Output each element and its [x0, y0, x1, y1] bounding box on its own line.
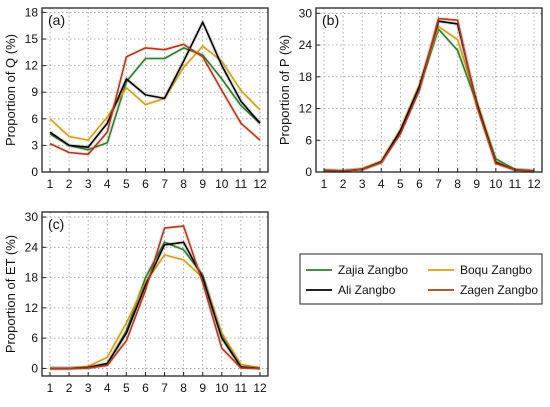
series-line [50, 225, 261, 370]
x-tick-label: 10 [215, 381, 229, 395]
x-tick-label: 4 [378, 177, 385, 191]
y-tick-label: 24 [25, 240, 39, 254]
x-tick-label: 4 [104, 177, 111, 191]
x-tick-label: 7 [435, 177, 442, 191]
x-tick-label: 5 [123, 177, 130, 191]
y-tick-label: 9 [31, 85, 38, 99]
x-tick-label: 2 [66, 381, 73, 395]
x-tick-label: 2 [340, 177, 347, 191]
series-line [49, 47, 261, 151]
y-tick-label: 30 [299, 6, 313, 20]
y-tick-label: 15 [25, 32, 39, 46]
plot-frame [315, 7, 543, 173]
x-tick-label: 12 [253, 177, 267, 191]
y-axis-label: Proportion of P (%) [277, 35, 292, 145]
y-tick-label: 18 [25, 271, 39, 285]
plot-frame [41, 211, 269, 377]
y-tick-label: 18 [25, 5, 39, 19]
y-tick-label: 12 [25, 301, 39, 315]
x-tick-label: 11 [235, 177, 248, 191]
panel-label: (b) [322, 12, 339, 28]
x-tick-label: 9 [473, 177, 480, 191]
x-tick-label: 1 [47, 177, 54, 191]
x-tick-label: 2 [66, 177, 73, 191]
legend: Zajia Zangbo Boqu Zangbo Ali Zangbo Zagen Z… [299, 253, 543, 305]
series-halo [323, 19, 535, 173]
x-tick-label: 6 [416, 177, 423, 191]
y-tick-label: 6 [305, 133, 312, 147]
y-tick-label: 6 [31, 112, 38, 126]
x-tick-label: 5 [397, 177, 404, 191]
x-tick-label: 3 [359, 177, 366, 191]
y-tick-label: 0 [31, 361, 38, 375]
y-tick-label: 18 [299, 70, 313, 84]
y-tick-label: 0 [31, 165, 38, 179]
x-tick-label: 9 [199, 381, 206, 395]
x-tick-label: 10 [489, 177, 503, 191]
legend-label: Ali Zangbo [338, 283, 396, 297]
y-tick-label: 30 [25, 210, 39, 224]
x-tick-label: 8 [180, 381, 187, 395]
x-tick-label: 9 [199, 177, 206, 191]
x-tick-label: 3 [85, 177, 92, 191]
series-line [323, 17, 535, 172]
x-tick-label: 8 [454, 177, 461, 191]
legend-label: Boqu Zangbo [460, 263, 532, 277]
x-tick-label: 6 [142, 177, 149, 191]
series-line [49, 45, 261, 141]
series-halo [323, 16, 535, 173]
x-tick-label: 12 [527, 177, 541, 191]
y-tick-label: 3 [31, 138, 38, 152]
x-tick-label: 4 [104, 381, 111, 395]
plot-frame [41, 7, 269, 173]
legend-label: Zajia Zangbo [338, 263, 408, 277]
panel-label: (a) [48, 12, 65, 28]
y-axis-label: Proportion of ET (%) [3, 235, 18, 353]
x-tick-label: 6 [142, 381, 149, 395]
y-tick-label: 0 [305, 165, 312, 179]
y-tick-label: 6 [31, 331, 38, 345]
series-line [323, 20, 535, 172]
x-tick-label: 1 [47, 381, 54, 395]
series-line [49, 43, 261, 156]
y-axis-label: Proportion of Q (%) [3, 34, 18, 146]
y-tick-label: 12 [299, 102, 313, 116]
panel-label: (c) [48, 216, 64, 232]
x-tick-label: 1 [321, 177, 328, 191]
x-tick-label: 7 [161, 177, 168, 191]
x-tick-label: 8 [180, 177, 187, 191]
legend-box [299, 253, 543, 305]
x-tick-label: 11 [235, 381, 248, 395]
series-halo [48, 20, 262, 150]
series-line [50, 254, 261, 370]
x-tick-label: 7 [161, 381, 168, 395]
y-tick-label: 12 [25, 59, 39, 73]
x-tick-label: 10 [215, 177, 229, 191]
x-tick-label: 5 [123, 381, 130, 395]
x-tick-label: 12 [253, 381, 267, 395]
series-line [49, 21, 261, 148]
y-tick-label: 24 [299, 38, 313, 52]
legend-label: Zagen Zangbo [460, 283, 538, 297]
x-tick-label: 3 [85, 381, 92, 395]
x-tick-label: 11 [509, 177, 522, 191]
